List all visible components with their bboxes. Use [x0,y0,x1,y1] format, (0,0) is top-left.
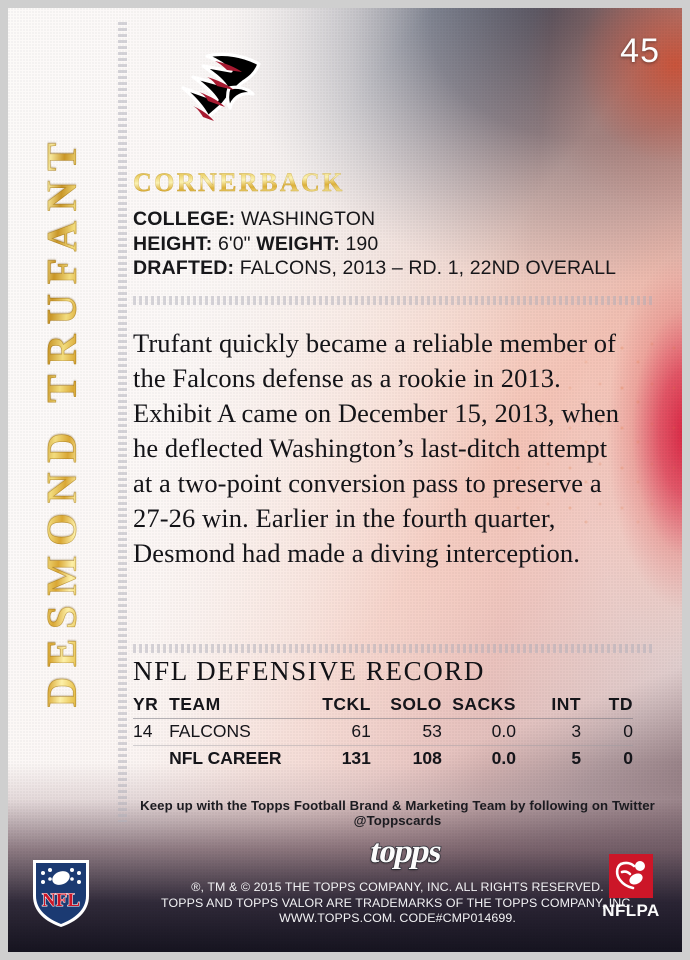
topps-logo: topps [365,833,444,871]
table-row: 14 FALCONS 61 53 0.0 3 0 [133,718,633,746]
cell-total-td: 0 [623,748,633,768]
bio-row-college: COLLEGE: WASHINGTON [133,208,616,232]
college-value: WASHINGTON [240,208,376,230]
cell-td: 0 [581,718,633,746]
stats-col-team: TEAM [169,692,301,719]
cell-total-solo: 108 [412,748,442,768]
promo-text: Keep up with the Topps Football Brand & … [140,798,655,828]
cell-total-int: 5 [571,748,582,768]
nflpa-player-icon [609,854,653,898]
legal-line-3: WWW.TOPPS.COM. CODE#CMP014699. [279,911,516,925]
nflpa-label: NFLPA [602,901,660,920]
weight-value: 190 [345,232,379,255]
stats-col-td: TD [581,692,633,719]
legal-line-1: ®, TM & © 2015 THE TOPPS COMPANY, INC. A… [191,880,604,894]
bio-row-height-weight: HEIGHT: 6'0" WEIGHT: 190 [133,233,616,257]
stats-title: NFL DEFENSIVE RECORD [133,656,486,686]
stats-header-row: YR TEAM TCKL SOLO SACKS INT TD [133,692,633,719]
stats-table: YR TEAM TCKL SOLO SACKS INT TD 14 FALCON… [133,692,633,772]
player-bio: COLLEGE: WASHINGTON HEIGHT: 6'0" WEIGHT:… [133,208,616,282]
cell-total-yr [133,746,169,773]
player-position: CORNERBACK [133,168,345,197]
stats-col-tckl: TCKL [300,692,371,719]
cell-total-sacks: 0.0 [491,748,516,768]
college-label: COLLEGE: [133,208,236,230]
height-value: 6'0" [217,232,251,255]
cell-total-team: NFL CAREER [169,748,282,768]
nflpa-logo: NFLPA [594,854,668,921]
cell-int: 3 [515,718,582,746]
cell-solo: 53 [370,718,442,746]
card-number: 45 [620,32,660,70]
cell-sacks: 0.0 [441,718,516,746]
cell-team: FALCONS [169,718,301,746]
stats-col-yr: YR [133,692,170,719]
cell-yr: 14 [133,718,170,746]
card-content: 45 CORNERBACK COLLEGE: WASHINGTON HEIGHT… [127,8,682,952]
stats-col-sacks: SACKS [441,692,516,719]
legal-line-2: TOPPS AND TOPPS VALOR ARE TRADEMARKS OF … [161,895,634,910]
svg-text:NFL: NFL [42,890,80,911]
cell-tckl: 61 [300,718,371,746]
vertical-ornamental-divider [118,22,127,822]
player-name: DESMOND TRUFANT [40,132,87,708]
player-narrative: Trufant quickly became a reliable member… [133,328,620,568]
cell-total-tckl: 131 [341,748,371,768]
stats-col-int: INT [515,692,582,719]
table-row-career-total: NFL CAREER 131 108 0.0 5 0 [133,746,633,773]
drafted-label: DRAFTED: [133,257,235,279]
card-face: DESMOND TRUFANT [8,8,682,952]
stats-col-solo: SOLO [370,692,442,719]
player-name-spine: DESMOND TRUFANT [8,8,118,952]
nfl-shield-logo: NFL [30,856,92,930]
atlanta-falcons-logo [163,30,273,136]
ornamental-divider-bottom [133,644,653,653]
ornamental-divider-top [133,296,653,305]
legal-text: ®, TM & © 2015 THE TOPPS COMPANY, INC. A… [127,880,668,927]
drafted-value: FALCONS, 2013 – RD. 1, 22ND OVERALL [239,257,617,279]
bio-row-drafted: DRAFTED: FALCONS, 2013 – RD. 1, 22ND OVE… [133,257,616,281]
height-label: HEIGHT: [133,232,213,255]
weight-label: WEIGHT: [256,232,340,255]
